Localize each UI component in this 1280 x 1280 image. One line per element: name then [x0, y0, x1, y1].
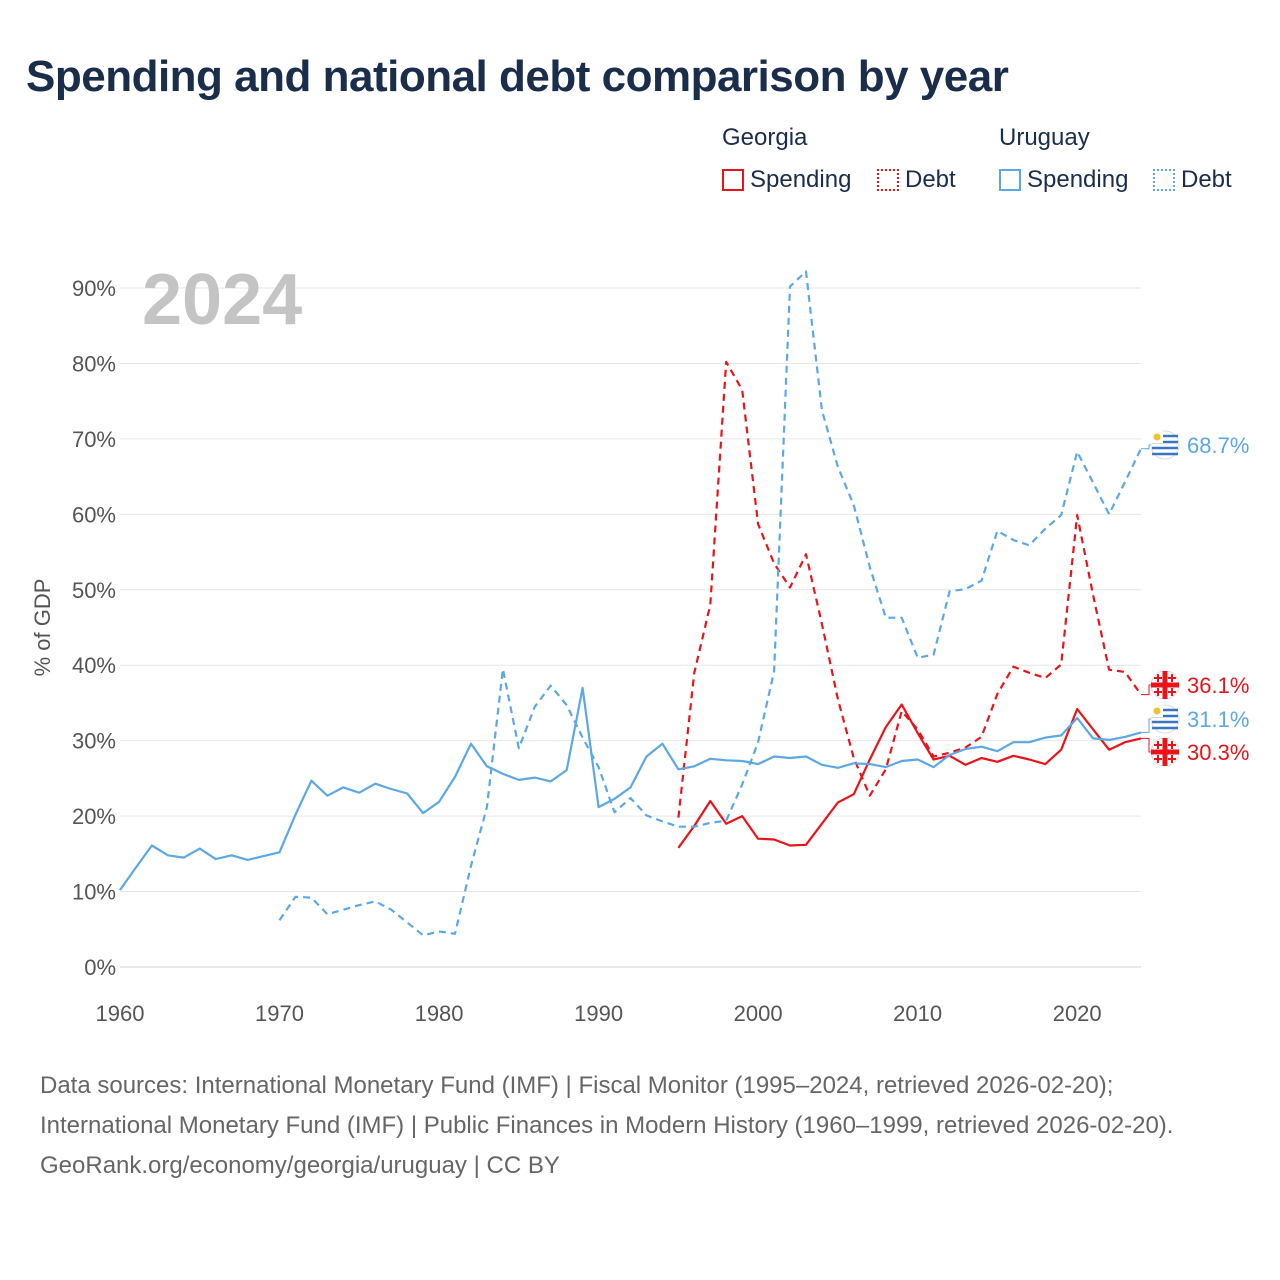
legend-swatch-solid-icon	[722, 169, 744, 191]
legend-swatch-solid-icon	[999, 169, 1021, 191]
georgia-debt-line	[677, 360, 1142, 818]
end-label-connector	[1141, 737, 1151, 753]
line-chart: 0% 10% 20% 30% 40% 50% 60% 70% 80% 90% 1960 1970 198…	[30, 260, 1249, 1026]
end-label-connector	[1141, 718, 1151, 733]
georgia-debt-end-label: 36.1%	[1187, 673, 1249, 698]
y-tick-label: 90%	[72, 276, 116, 301]
georgia-spending-line	[677, 703, 1142, 849]
x-tick-label: 2020	[1053, 1001, 1102, 1026]
x-tick-label: 2000	[734, 1001, 783, 1026]
uruguay-spending-line	[119, 686, 1142, 891]
legend-group-georgia: Georgia	[722, 124, 808, 151]
x-tick-label: 1970	[255, 1001, 304, 1026]
legend-swatch-dotted-icon	[877, 169, 899, 191]
legend-uruguay-debt[interactable]: Debt	[1153, 166, 1232, 194]
data-sources: Data sources: International Monetary Fun…	[40, 1072, 1174, 1139]
legend-group-uruguay: Uruguay	[999, 124, 1090, 151]
flag-small-cross	[1154, 691, 1162, 693]
uruguay-debt-end-label: 68.7%	[1187, 433, 1249, 458]
sun-icon	[1153, 707, 1161, 715]
x-tick-label: 1960	[96, 1001, 145, 1026]
flag-small-cross	[1168, 744, 1176, 746]
flag-small-cross	[1168, 691, 1176, 693]
end-label-connector	[1141, 444, 1151, 450]
y-tick-label: 10%	[72, 880, 116, 905]
georgia-spending-end-label: 30.3%	[1187, 740, 1249, 765]
x-tick-label: 1980	[415, 1001, 464, 1026]
flag-small-cross	[1168, 677, 1176, 679]
footer: Data sources: International Monetary Fun…	[40, 1066, 1240, 1186]
y-tick-label: 70%	[72, 427, 116, 452]
y-axis-label: % of GDP	[30, 579, 55, 677]
legend-georgia-spending[interactable]: Spending	[722, 166, 851, 194]
y-tick-label: 20%	[72, 804, 116, 829]
y-tick-label: 80%	[72, 351, 116, 376]
legend-label: Spending	[1027, 166, 1129, 193]
uruguay-spending-end-label: 31.1%	[1187, 707, 1249, 732]
legend-georgia-debt[interactable]: Debt	[877, 166, 956, 194]
x-tick-label: 1990	[574, 1001, 623, 1026]
flag-small-cross	[1154, 758, 1162, 760]
flag-small-cross	[1168, 758, 1176, 760]
x-tick-label: 2010	[893, 1001, 942, 1026]
credit-link[interactable]: GeoRank.org/economy/georgia/uruguay | CC…	[40, 1152, 560, 1179]
y-tick-label: 50%	[72, 578, 116, 603]
flag-small-cross	[1154, 677, 1162, 679]
page-title: Spending and national debt comparison by…	[26, 52, 1009, 101]
flag-cross	[1151, 749, 1179, 755]
legend-label: Debt	[905, 166, 956, 193]
flag-small-cross	[1154, 744, 1162, 746]
y-tick-label: 40%	[72, 653, 116, 678]
flag-cross	[1151, 682, 1179, 688]
y-tick-label: 60%	[72, 502, 116, 527]
end-label-connector	[1141, 684, 1151, 696]
legend-uruguay-spending[interactable]: Spending	[999, 166, 1128, 194]
legend-label: Spending	[750, 166, 852, 193]
y-tick-label: 30%	[72, 729, 116, 754]
sun-icon	[1153, 433, 1161, 441]
legend-swatch-dotted-icon	[1153, 169, 1175, 191]
y-tick-label: 0%	[84, 955, 116, 980]
year-label: 2024	[142, 260, 302, 340]
legend-label: Debt	[1181, 166, 1232, 193]
